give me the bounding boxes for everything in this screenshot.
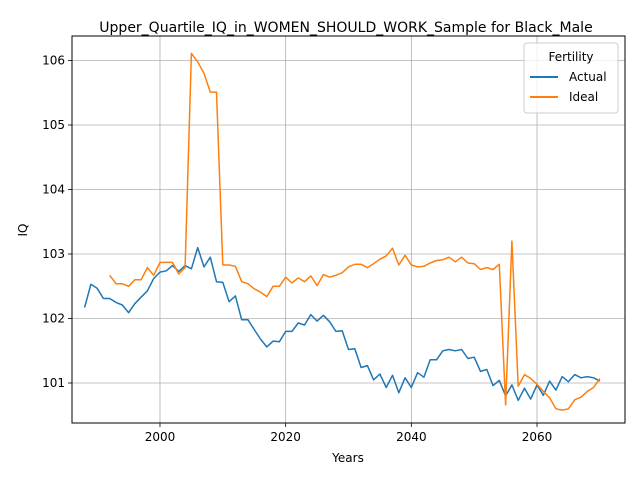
y-axis-label: IQ	[16, 224, 30, 237]
x-tick-label: 2020	[270, 430, 301, 444]
plot-frame	[71, 35, 626, 424]
x-tick-label: 2060	[522, 430, 553, 444]
y-tick-label: 104	[42, 183, 65, 197]
x-ticks: 2000 2020 2040 2060	[145, 423, 553, 444]
y-tick-label: 105	[42, 118, 65, 132]
legend-label-actual: Actual	[569, 70, 607, 84]
x-tick-label: 2000	[145, 430, 176, 444]
y-tick-label: 103	[42, 247, 65, 261]
chart-title: Upper_Quartile_IQ_in_WOMEN_SHOULD_WORK_S…	[99, 20, 592, 36]
series-line-actual	[83, 246, 601, 402]
y-ticks: 101 102 103 104 105 106	[42, 54, 72, 390]
series-line-ideal	[109, 52, 601, 411]
plot-lines	[83, 52, 601, 411]
legend-title: Fertility	[548, 50, 593, 64]
y-tick-label: 106	[42, 54, 65, 68]
legend: Fertility Actual Ideal	[523, 42, 619, 114]
legend-box	[523, 42, 619, 114]
y-tick-label: 101	[42, 376, 65, 390]
legend-label-ideal: Ideal	[569, 90, 598, 104]
x-tick-label: 2040	[396, 430, 427, 444]
y-tick-label: 102	[42, 312, 65, 326]
x-axis-label: Years	[331, 451, 364, 465]
